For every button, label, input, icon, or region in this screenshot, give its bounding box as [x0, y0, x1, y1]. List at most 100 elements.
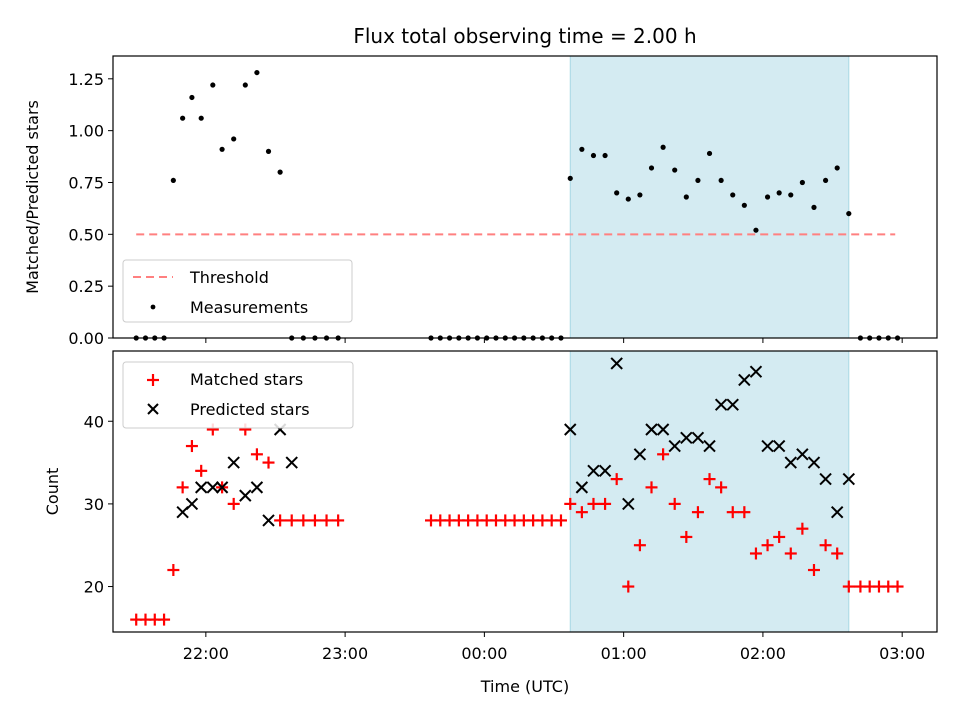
measurement-point	[614, 190, 620, 196]
matched-star-point	[784, 547, 797, 560]
legend-threshold-label: Threshold	[189, 268, 269, 287]
top-y-tick-label: 0.50	[68, 225, 104, 244]
matched-star-point	[227, 497, 240, 510]
predicted-star-point	[714, 398, 728, 411]
top-y-ticks: 0.00 0.25 0.50 0.75 1.00 1.25	[68, 70, 113, 348]
matched-star-point	[564, 497, 577, 510]
matched-star-point	[761, 539, 774, 552]
measurement-point	[718, 177, 724, 184]
measurement-point	[730, 192, 736, 198]
matched-star-point	[622, 580, 635, 593]
measurement-point	[637, 192, 643, 198]
matched-star-point	[185, 440, 198, 453]
matched-star-point	[633, 539, 646, 552]
measurement-point	[242, 82, 248, 88]
matched-star-point	[749, 547, 762, 560]
predicted-star-point	[830, 505, 844, 519]
matched-star-point	[308, 514, 321, 527]
predicted-star-point	[796, 448, 809, 461]
measurement-point	[834, 165, 840, 171]
predicted-star-point	[215, 481, 229, 494]
measurement-points	[133, 69, 901, 341]
measurement-point	[579, 146, 585, 152]
legend-predicted-label: Predicted stars	[190, 400, 310, 419]
measurement-point	[189, 94, 195, 101]
measurement-point	[590, 152, 597, 159]
predicted-star-point	[587, 464, 600, 478]
predicted-star-point	[691, 431, 705, 444]
matched-star-point	[599, 497, 612, 510]
matched-star-point	[250, 448, 263, 461]
matched-star-point	[807, 564, 820, 577]
matched-star-point	[668, 497, 681, 510]
measurement-point	[672, 167, 678, 173]
matched-star-point	[831, 547, 844, 560]
measurement-point	[706, 150, 713, 157]
matched-star-point	[819, 539, 832, 552]
matched-star-point	[691, 506, 704, 519]
matched-star-point	[645, 481, 658, 494]
measurement-point	[846, 210, 852, 217]
measurement-point	[695, 177, 701, 184]
x-tick-label: 01:00	[601, 644, 647, 663]
predicted-star-point	[575, 481, 589, 494]
bottom-y-tick-label: 30	[84, 495, 104, 514]
measurement-point	[822, 177, 829, 184]
matched-star-point	[891, 580, 904, 593]
matched-star-point	[773, 530, 786, 543]
matched-star-point	[554, 514, 567, 527]
legend-measurements-swatch	[150, 304, 156, 310]
predicted-star-point	[598, 464, 612, 478]
bottom-y-tick-label: 20	[84, 578, 104, 597]
matched-star-point	[158, 613, 171, 626]
matched-star-point	[176, 481, 189, 494]
matched-star-points	[130, 423, 904, 626]
legend-matched-label: Matched stars	[190, 370, 303, 389]
predicted-star-point	[738, 373, 751, 387]
predicted-star-point	[194, 481, 208, 494]
matched-star-point	[726, 506, 739, 519]
predicted-star-point	[807, 456, 821, 469]
predicted-star-point	[703, 439, 716, 453]
predicted-star-point	[819, 472, 832, 486]
bottom-x-ticks: 22:00 23:00 00:00 01:00 02:00 03:00	[183, 632, 925, 663]
measurement-point	[198, 115, 204, 121]
measurement-point	[210, 82, 216, 88]
measurement-point	[180, 115, 186, 121]
matched-star-point	[285, 514, 298, 527]
x-tick-label: 03:00	[879, 644, 925, 663]
top-panel: Flux total observing time = 2.00 h 0.000…	[23, 24, 938, 348]
measurement-point	[764, 194, 771, 200]
predicted-star-point	[622, 497, 635, 511]
predicted-star-point	[784, 456, 797, 469]
top-y-tick-label: 0.75	[68, 173, 104, 192]
x-tick-label: 23:00	[322, 644, 368, 663]
measurement-point	[753, 227, 759, 233]
predicted-star-point	[772, 439, 786, 453]
predicted-star-point	[262, 514, 275, 527]
top-axes-frame	[112, 55, 938, 339]
x-axis-label: Time (UTC)	[480, 677, 569, 696]
measurement-point	[219, 146, 225, 152]
top-chart-title: Flux total observing time = 2.00 h	[353, 24, 696, 48]
matched-star-point	[587, 497, 600, 510]
measurement-point	[811, 204, 817, 210]
matched-star-point	[680, 530, 693, 543]
predicted-star-point	[564, 423, 577, 436]
legend-measurements-label: Measurements	[190, 298, 308, 317]
bottom-y-axis-label: Count	[43, 468, 62, 516]
matched-star-point	[796, 522, 809, 535]
predicted-star-point	[227, 456, 240, 469]
x-tick-label: 22:00	[183, 644, 229, 663]
matched-star-point	[575, 506, 588, 519]
matched-star-point	[195, 464, 208, 477]
measurement-point	[683, 194, 689, 200]
bottom-legend-box	[122, 361, 354, 429]
x-tick-label: 00:00	[461, 644, 507, 663]
matched-star-point	[842, 580, 855, 593]
matched-star-point	[320, 514, 333, 527]
measurement-point	[567, 175, 573, 181]
measurement-point	[625, 196, 631, 202]
measurement-point	[277, 169, 283, 175]
bottom-axes-frame	[112, 350, 938, 633]
